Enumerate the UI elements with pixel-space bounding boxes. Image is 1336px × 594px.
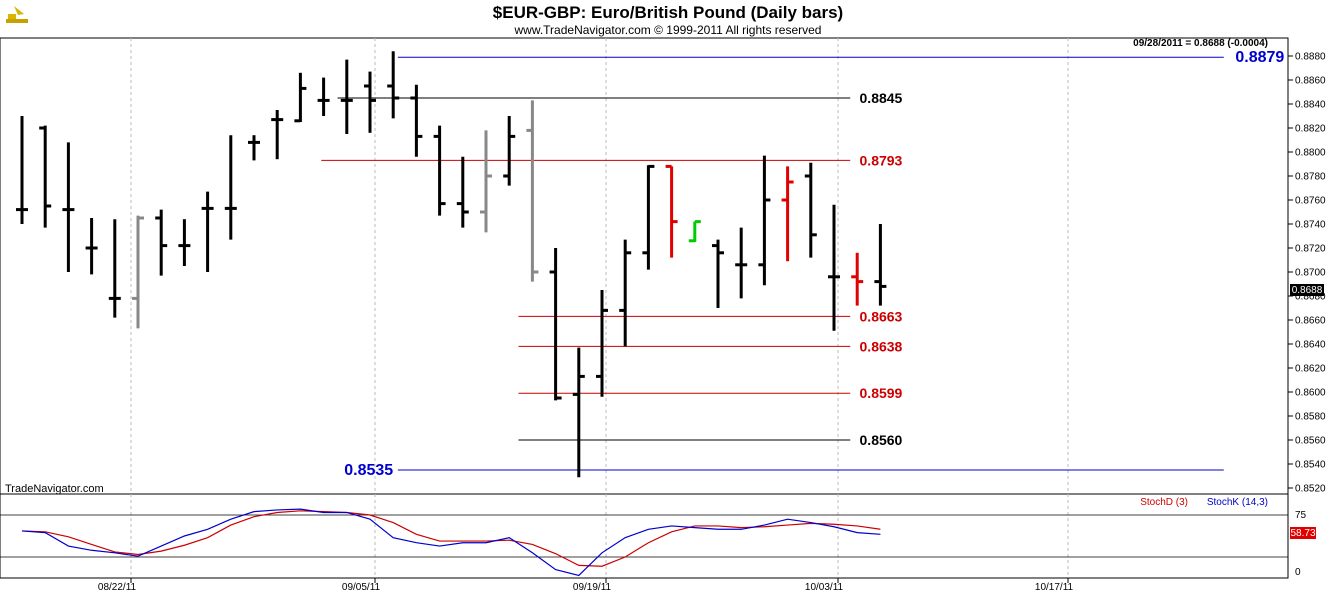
stoch-ytick-label: 0 [1295, 567, 1301, 578]
ytick-label: 0.8680 [1295, 292, 1326, 303]
copyright-subtitle: www.TradeNavigator.com © 1999-2011 All r… [514, 23, 822, 37]
level-label-0.8793: 0.8793 [860, 152, 903, 168]
last-price-label: 0.8688 [1292, 285, 1323, 296]
main-plot-frame [0, 37, 1289, 495]
xtick-label: 09/19/11 [573, 582, 612, 593]
chart-title: $EUR-GBP: Euro/British Pound (Daily bars… [493, 3, 843, 22]
ohlc-bar [16, 116, 28, 224]
ytick-label: 0.8540 [1295, 460, 1326, 471]
ohlc-bar [596, 290, 608, 397]
ohlc-bar [735, 227, 748, 299]
ytick-label: 0.8580 [1295, 412, 1326, 423]
stoch-series-0 [21, 510, 881, 567]
ytick-label: 0.8560 [1295, 436, 1326, 447]
level-label-0.8638: 0.8638 [860, 338, 903, 354]
level-label-0.8599: 0.8599 [860, 385, 903, 401]
stoch-last-box [1290, 527, 1316, 539]
ohlc-bar [828, 204, 840, 331]
ohlc-bar [480, 130, 492, 233]
levels-layer: 0.8879 0.8845 0.8793 0.8663 0.8638 0.8599 0.85… [321, 49, 1284, 479]
ytick-label: 0.8800 [1295, 148, 1326, 159]
stoch-last-label: 58.73 [1290, 528, 1315, 539]
ytick-label: 0.8620 [1295, 364, 1326, 375]
ytick-label: 0.8820 [1295, 124, 1326, 135]
ohlc-bar [642, 164, 655, 270]
legend-stochd: StochD (3) [1140, 497, 1188, 508]
ytick-label: 0.8740 [1295, 220, 1326, 231]
level-label-0.8845: 0.8845 [860, 90, 903, 106]
ohlc-bar [712, 239, 724, 308]
xtick-label: 10/17/11 [1035, 582, 1074, 593]
ytick-label: 0.8640 [1295, 340, 1326, 351]
ytick-label: 0.8780 [1295, 172, 1326, 183]
ohlc-bar [410, 84, 423, 157]
ytick-label: 0.8860 [1295, 76, 1326, 87]
ohlc-bar [572, 347, 585, 478]
ohlc-bar [688, 220, 701, 243]
ohlc-bars [16, 51, 887, 478]
ohlc-bar [456, 156, 469, 228]
date-axis: 08/22/11 09/05/11 09/19/11 10/03/11 10/17/11 [98, 578, 1074, 593]
stoch-plot-frame [0, 493, 1289, 579]
gridlines [130, 38, 1069, 578]
legend-stochk: StochK (14,3) [1207, 497, 1268, 508]
ohlc-bar [248, 135, 260, 161]
stoch-series-1 [21, 508, 881, 577]
last-quote-label: 09/28/2011 = 0.8688 (-0.0004) [1133, 38, 1268, 49]
ohlc-bar [503, 116, 516, 186]
ohlc-bar [433, 125, 446, 216]
ohlc-bar [758, 155, 771, 286]
ytick-label: 0.8840 [1295, 100, 1326, 111]
ohlc-bar [364, 71, 376, 133]
ohlc-bar [781, 166, 794, 262]
logo-icon [6, 6, 28, 23]
ytick-label: 0.8720 [1295, 244, 1326, 255]
price-axis: 0.8880 0.8860 0.8840 0.8820 0.8800 0.8780 0.87… [1288, 52, 1326, 495]
ytick-label: 0.8660 [1295, 316, 1326, 327]
ohlc-bar [62, 142, 75, 272]
ohlc-bar [201, 191, 214, 272]
level-label-0.8535: 0.8535 [344, 462, 393, 479]
ohlc-bar [271, 110, 284, 160]
ytick-label: 0.8880 [1295, 52, 1326, 63]
ohlc-bar [178, 219, 191, 266]
ohlc-bar [340, 59, 353, 134]
level-label-0.8663: 0.8663 [860, 308, 903, 324]
watermark-text: TradeNavigator.com [5, 483, 104, 495]
ohlc-bar [874, 224, 887, 306]
level-label-0.8560: 0.8560 [860, 432, 903, 448]
level-label-0.8879: 0.8879 [1235, 49, 1284, 66]
ohlc-bar [294, 72, 307, 123]
ohlc-bar [619, 239, 632, 347]
ohlc-bar [804, 162, 817, 258]
ohlc-bar [155, 209, 168, 276]
stochastic-panel: 75 0 [0, 508, 1307, 578]
ohlc-bar [387, 51, 400, 119]
last-price-box [1290, 284, 1324, 296]
ytick-label: 0.8760 [1295, 196, 1326, 207]
ytick-label: 0.8520 [1295, 484, 1326, 495]
ytick-label: 0.8600 [1295, 388, 1326, 399]
ohlc-bar [526, 100, 539, 282]
xtick-label: 10/03/11 [805, 582, 844, 593]
ohlc-bar [317, 77, 330, 116]
ohlc-bar [132, 215, 144, 329]
ohlc-bar [851, 252, 864, 306]
ohlc-bar [665, 164, 678, 258]
ohlc-bar [85, 218, 98, 275]
ohlc-bar [549, 248, 562, 401]
stoch-ytick-label: 75 [1295, 510, 1307, 521]
xtick-label: 09/05/11 [342, 582, 381, 593]
xtick-label: 08/22/11 [98, 582, 137, 593]
ohlc-bar [39, 125, 52, 228]
ytick-label: 0.8700 [1295, 268, 1326, 279]
ohlc-bar [108, 219, 121, 318]
ohlc-bar [224, 135, 237, 240]
